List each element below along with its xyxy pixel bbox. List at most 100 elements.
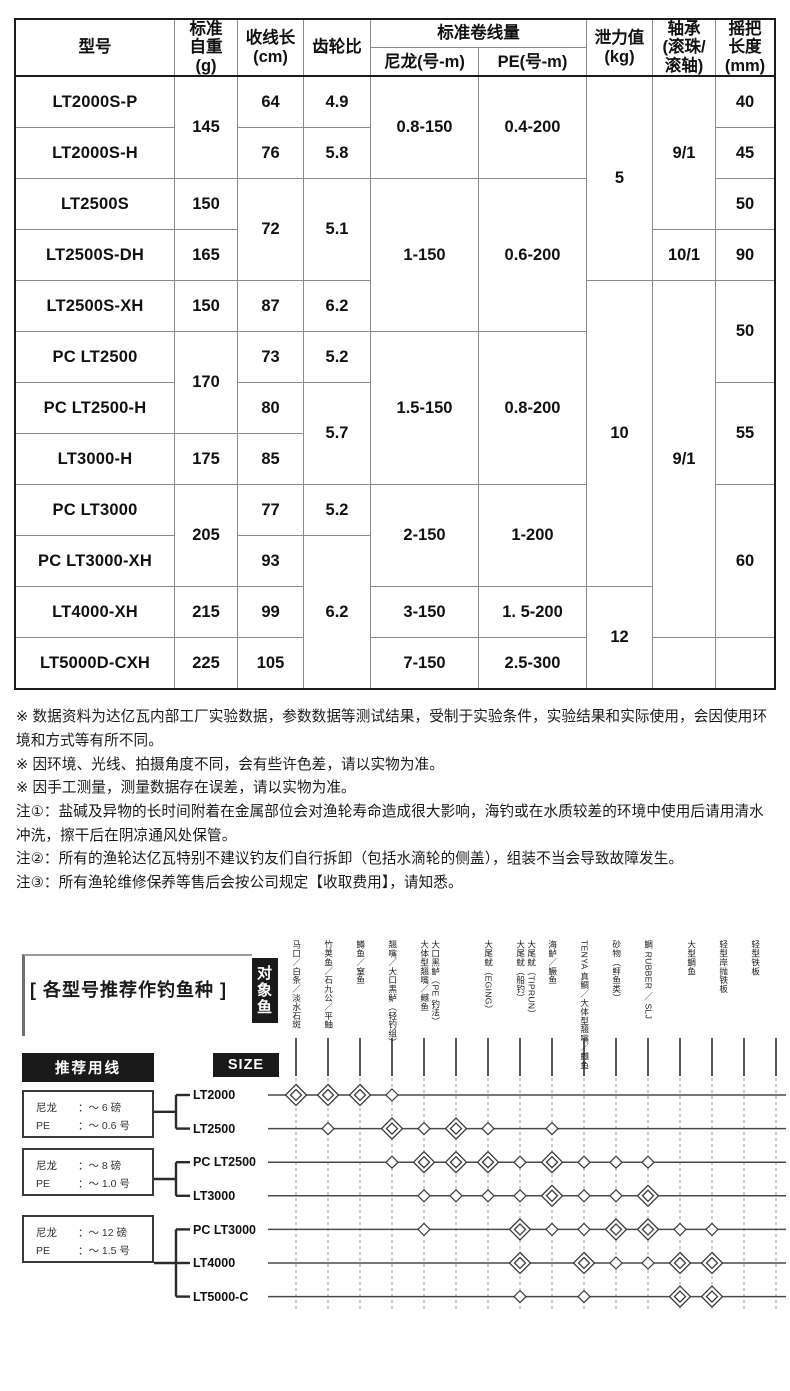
target-fish-badge: 对象鱼: [252, 957, 278, 1023]
cell-model: PC LT3000-XH: [14, 535, 175, 588]
species-label-10: TENYA 真鲷／大体型翘嘴／鳡鱼: [579, 939, 590, 1070]
col-header-weight: 标准 自重 (g): [174, 18, 238, 78]
cell-handle: 45: [715, 127, 776, 180]
size-label-lt2500: LT2500: [193, 1121, 236, 1136]
cell-bearing: 9/1: [652, 75, 716, 231]
cell-retrieve: 72: [237, 178, 304, 282]
handle-line3: (mm): [724, 56, 766, 75]
notes-section: ※ 数据资料为达亿瓦内部工厂实验数据，参数数据等测试结果，受制于实验条件，实验结…: [0, 690, 790, 895]
cell-retrieve: 64: [237, 75, 304, 129]
species-label-6: 大尾鱿（EGING）: [483, 939, 494, 1014]
recommended-line-badge: 推荐用线: [22, 1052, 154, 1082]
species-label-7: 大尾鱿（船钓）: [515, 939, 526, 1002]
species-label-0: 马口／白条／淡水石斑: [291, 939, 302, 1029]
species-label-13: 大型鲷鱼: [686, 939, 697, 976]
nylon-key: 尼龙: [36, 1101, 57, 1114]
cell-handle: 50: [715, 280, 776, 384]
species-label-3: 翘嘴／大口黑鲈（轻钓组）: [387, 939, 398, 1047]
size-label-lt5000c: LT5000-C: [193, 1289, 249, 1304]
cell-model: LT2000S-H: [14, 127, 175, 180]
cell-retrieve: 87: [237, 280, 304, 333]
cell-handle: [715, 637, 776, 690]
pe-value: ：～ 1.0 号: [78, 1177, 130, 1190]
weight-line3: (g): [195, 56, 217, 75]
cell-retrieve: 105: [237, 637, 304, 690]
table-row: PC LT3000-XH 93 6.2: [14, 535, 775, 690]
cell-gear: 5.2: [303, 331, 371, 384]
pe-key: PE: [36, 1244, 51, 1257]
table-row: PC LT3000 205 77 5.2 2-150 1-200 60: [14, 484, 776, 639]
line-spec-box-3: 尼龙 ：～ 12 磅 PE ：～ 1.5 号: [22, 1214, 154, 1263]
cell-handle: 55: [715, 382, 776, 486]
drag-line2: (kg): [604, 47, 635, 66]
cell-gear: 5.2: [303, 484, 371, 537]
cell-retrieve: 76: [237, 127, 304, 180]
cell-model: LT3000-H: [14, 433, 175, 486]
pe-value: ：～ 1.5 号: [78, 1244, 130, 1257]
retrieve-line2: (cm): [253, 47, 288, 66]
cell-model: PC LT2500: [14, 331, 175, 384]
size-label-lt3000: LT3000: [193, 1188, 236, 1203]
table-row: LT2500S 150 72 5.1 1-150 0.6-200 50: [14, 178, 776, 333]
cell-retrieve: 93: [237, 535, 304, 588]
cell-weight: 150: [174, 280, 238, 333]
cell-nylon: 2-150: [370, 484, 479, 588]
col-header-line-capacity: 标准卷线量: [370, 18, 587, 49]
cell-bearing: 9/1: [652, 280, 716, 639]
cell-model: LT4000-XH: [14, 586, 175, 639]
col-header-model: 型号: [14, 18, 175, 78]
species-label-11: 砂物（鲆鱼类）: [611, 939, 622, 1002]
table-row: LT4000-XH 215 99 3-150 1. 5-200 12: [14, 586, 775, 690]
pe-key: PE: [36, 1119, 51, 1132]
cell-pe: 0.8-200: [478, 331, 587, 486]
cell-pe: 1-200: [478, 484, 587, 588]
col-header-nylon: 尼龙(号-m): [370, 47, 479, 78]
species-label-5: 大口黑鲈（PE 钓法）: [430, 939, 441, 1026]
nylon-key: 尼龙: [36, 1159, 57, 1172]
cell-gear: 6.2: [303, 280, 371, 333]
weight-line2: 自重: [189, 38, 223, 57]
species-label-12: 鲷 RUBBER ／ SLJ: [643, 939, 654, 1019]
note-line: ※ 因环境、光线、拍摄角度不同，会有些许色差，请以实物为准。: [16, 756, 444, 773]
cell-model: LT2500S: [14, 178, 175, 231]
pe-value: ：～ 0.6 号: [78, 1119, 130, 1132]
cell-model: PC LT3000: [14, 484, 175, 537]
species-label-9: 海鲈／鳜鱼: [547, 939, 558, 985]
nylon-value: ：～ 6 磅: [78, 1101, 122, 1114]
species-label-2: 鳟鱼／窒鱼: [355, 939, 366, 985]
species-label-4: 大体型翘嘴／鳡鱼: [419, 939, 430, 1011]
nylon-key: 尼龙: [36, 1226, 57, 1239]
table-row: LT2000S-P 145 64 4.9 0.8-150 0.4-200 5 9…: [14, 75, 776, 282]
note-line: 注②：所有的渔轮达亿瓦特别不建议钓友们自行拆卸（包括水滴轮的侧盖），组装不当会导…: [16, 851, 684, 868]
table-row: LT2000S-H 76 5.8 45: [14, 127, 776, 180]
cell-nylon: 1.5-150: [370, 331, 479, 486]
cell-weight: 225: [174, 637, 238, 690]
cell-handle: 40: [715, 75, 776, 129]
cell-nylon: 3-150: [370, 586, 479, 639]
note-line: 注①：盐碱及异物的长时间附着在金属部位会对渔轮寿命造成很大影响，海钓或在水质较差…: [16, 803, 764, 844]
weight-line1: 标准: [189, 20, 223, 38]
table-row: LT2500S-XH 150 87 6.2 10 9/1 50: [14, 280, 776, 639]
spec-table-section: 型号 标准 自重 (g) 收线长 (cm) 齿轮比 标准卷线量 泄力值 (kg): [0, 0, 790, 691]
cell-gear: 6.2: [303, 535, 371, 690]
cell-weight: 165: [174, 229, 238, 282]
cell-retrieve: 99: [237, 586, 304, 639]
bearing-line2: (滚珠/: [662, 38, 706, 57]
pe-key: PE: [36, 1177, 51, 1190]
cell-model: PC LT2500-H: [14, 382, 175, 435]
table-row: LT2500S-DH 165 10/1 90: [14, 229, 776, 282]
cell-weight: 145: [174, 75, 238, 180]
cell-gear: 5.8: [303, 127, 371, 180]
cell-retrieve: 77: [237, 484, 304, 537]
col-header-bearing: 轴承 (滚珠/ 滚轴): [652, 18, 716, 78]
cell-pe: 0.4-200: [478, 75, 587, 180]
col-header-pe: PE(号-m): [478, 47, 587, 78]
col-header-drag: 泄力值 (kg): [586, 18, 653, 78]
nylon-value: ：～ 12 磅: [78, 1226, 128, 1239]
cell-drag: 12: [586, 586, 653, 690]
note-line: ※ 因手工测量，测量数据存在误差，请以实物为准。: [16, 780, 356, 797]
line-spec-box-2: 尼龙 ：～ 8 磅 PE ：～ 1.0 号: [22, 1147, 154, 1196]
spec-table-body: LT2000S-P 145 64 4.9 0.8-150 0.4-200 5 9…: [14, 75, 776, 690]
cell-weight: 205: [174, 484, 238, 588]
species-label-8: 大尾鱿（TIPRUN）: [526, 939, 537, 1018]
